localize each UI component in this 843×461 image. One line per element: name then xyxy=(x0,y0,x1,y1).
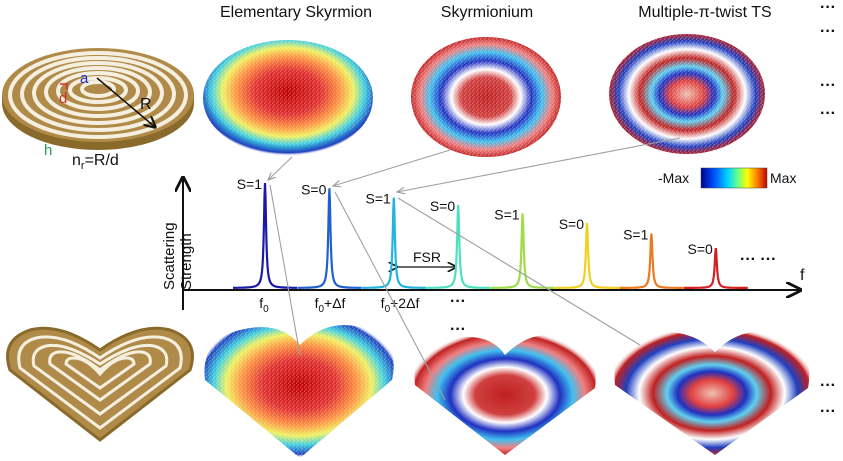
title-elementary-skyrmion: Elementary Skyrmion xyxy=(220,4,372,21)
colorbar-min-label: -Max xyxy=(658,170,689,186)
label-d: d xyxy=(59,90,67,107)
peak-2 xyxy=(361,197,427,289)
tick-more: ··· xyxy=(450,321,466,338)
formula-nr: nr=R/d xyxy=(72,152,119,172)
tick-more: ··· xyxy=(450,293,466,310)
peak-label-0: S=1 xyxy=(237,176,263,192)
peak-label-7: S=0 xyxy=(687,241,713,257)
peak-label-6: S=1 xyxy=(623,226,649,242)
tick-f0: f0 xyxy=(259,295,269,315)
peak-label-3: S=0 xyxy=(430,198,456,214)
peak-0 xyxy=(233,182,297,289)
spiral-disk-illustration: a d R h nr=R/d xyxy=(2,48,194,172)
x-axis-label: f xyxy=(800,267,805,284)
heart-skyrmionium-texture xyxy=(414,335,596,455)
peak-label-5: S=0 xyxy=(559,216,585,232)
tick-f0-plus-df: f0+Δf xyxy=(315,295,346,315)
tick-f0-plus-2df: f0+2Δf xyxy=(381,295,420,315)
ellipsis: ··· xyxy=(820,105,836,122)
peak-label-1: S=0 xyxy=(301,181,327,197)
peak-1 xyxy=(297,188,362,289)
peak-3 xyxy=(426,205,491,289)
colorbar: -Max Max xyxy=(658,167,796,189)
label-h: h xyxy=(44,142,52,159)
ellipsis: ··· xyxy=(820,377,836,394)
title-multiple-pi-twist: Multiple-π-twist TS xyxy=(638,4,771,21)
label-R: R xyxy=(140,96,152,113)
scattering-chart: Scattering Strength f FSR ··· ··· f0 f0+… xyxy=(161,176,805,338)
label-a: a xyxy=(80,70,89,87)
peak-label-4: S=1 xyxy=(494,206,520,222)
title-skyrmionium: Skyrmionium xyxy=(441,4,533,21)
y-axis-label-2: Strength xyxy=(178,233,195,290)
ellipsis: ··· xyxy=(820,23,836,40)
ellipsis: ··· xyxy=(820,77,836,94)
ellipsis: ··· xyxy=(820,0,836,16)
colorbar-max-label: Max xyxy=(770,170,796,186)
ellipsis: ··· xyxy=(820,403,836,420)
fsr-label: FSR xyxy=(413,249,441,265)
peak-5 xyxy=(555,222,619,289)
peak-4 xyxy=(490,213,555,289)
peak-6 xyxy=(619,233,684,289)
pointer-lines xyxy=(268,137,681,401)
y-axis-label-1: Scattering xyxy=(161,222,178,290)
heart-multi-twist-texture xyxy=(614,331,810,455)
peak-7 xyxy=(683,247,748,289)
peak-label-2: S=1 xyxy=(365,191,391,207)
tail-dots: ··· ··· xyxy=(740,251,776,268)
heart-plate-illustration xyxy=(6,326,194,442)
